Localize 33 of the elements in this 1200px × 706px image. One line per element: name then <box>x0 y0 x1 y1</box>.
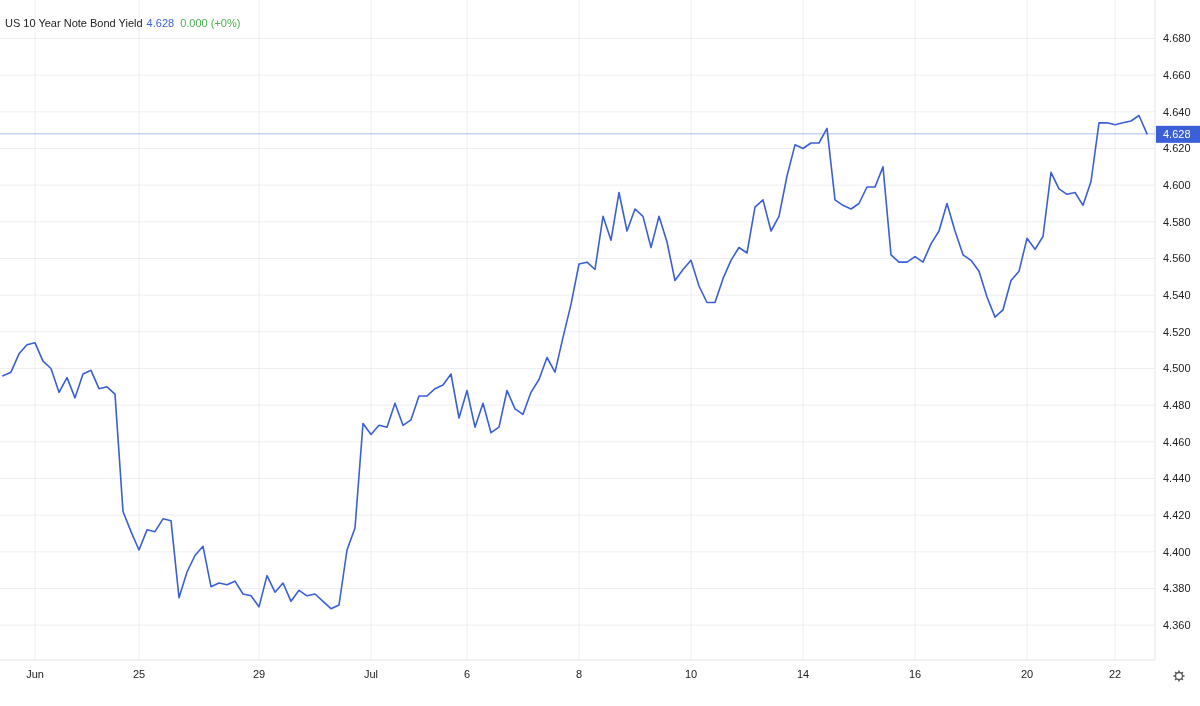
y-tick-label: 4.520 <box>1163 325 1191 338</box>
y-tick-label: 4.540 <box>1163 289 1191 302</box>
x-tick-label: 10 <box>684 668 698 680</box>
x-tick-label: Jul <box>363 668 379 680</box>
y-tick-label: 4.360 <box>1163 619 1191 632</box>
x-tick-label: Jun <box>26 668 44 680</box>
y-tick-label: 4.480 <box>1163 399 1191 412</box>
x-tick-label: 8 <box>575 668 583 680</box>
x-tick-label: 25 <box>132 668 146 680</box>
y-tick-label: 4.400 <box>1163 545 1191 558</box>
annotation: 0.000 (+0%) <box>180 17 241 29</box>
y-tick-label: 4.620 <box>1163 142 1191 155</box>
x-tick-label: 22 <box>1108 668 1122 680</box>
x-tick-label: 20 <box>1020 668 1034 680</box>
y-tick-label: 4.580 <box>1163 215 1191 228</box>
line-series <box>2 114 1148 610</box>
y-tick-label: 4.460 <box>1163 435 1191 448</box>
y-tick-label: 4.680 <box>1163 32 1191 45</box>
ref-line-label: 4.628 <box>1163 127 1191 140</box>
x-tick-label: 29 <box>252 668 266 680</box>
y-tick-label: 4.380 <box>1163 582 1191 595</box>
y-tick-label: 4.440 <box>1163 472 1191 485</box>
x-tick-label: 16 <box>908 668 922 680</box>
y-tick-label: 4.560 <box>1163 252 1191 265</box>
x-tick-label: 6 <box>463 668 471 680</box>
y-tick-label: 4.600 <box>1163 179 1191 192</box>
y-tick-label: 4.500 <box>1163 362 1191 375</box>
y-tick-label: 4.640 <box>1163 105 1191 118</box>
annotation: 4.628 <box>146 17 175 29</box>
y-tick-label: 4.420 <box>1163 509 1191 522</box>
x-tick-label: 14 <box>796 668 810 680</box>
text: US 10 Year Note Bond Yield <box>5 17 143 29</box>
y-tick-label: 4.660 <box>1163 69 1191 82</box>
